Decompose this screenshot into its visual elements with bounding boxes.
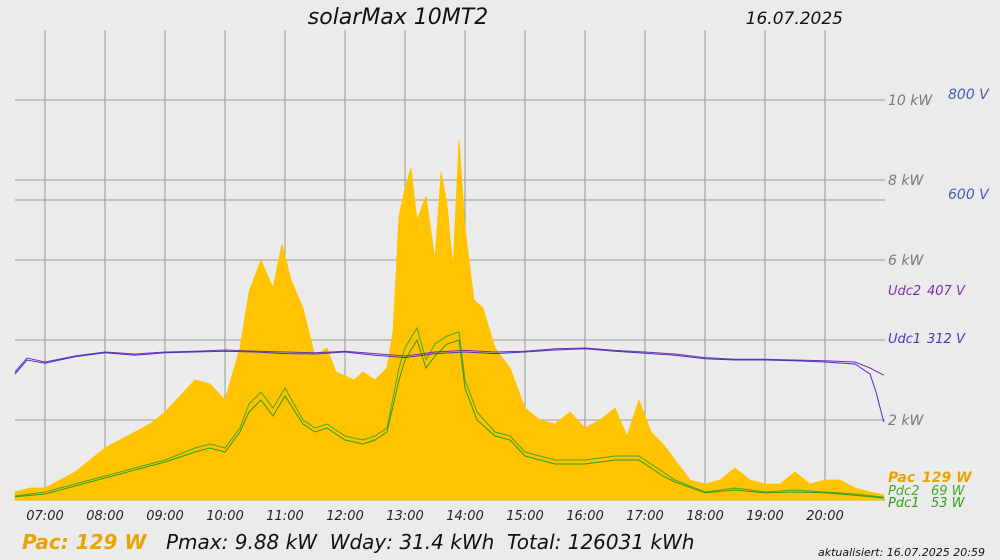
x-tick-label: 07:00 xyxy=(26,509,63,524)
series-udc2-line xyxy=(14,347,885,376)
power-axis-label: 6 kW xyxy=(888,253,924,269)
x-tick-label: 18:00 xyxy=(686,509,723,524)
x-tick-label: 14:00 xyxy=(446,509,483,524)
x-tick-label: 15:00 xyxy=(506,509,543,524)
footer-pac: Pac: 129 W xyxy=(22,530,147,554)
chart-title: solarMax 10MT2 xyxy=(308,5,488,30)
x-tick-label: 16:00 xyxy=(566,509,603,524)
series-pdc2-line xyxy=(14,326,884,498)
x-tick-label: 13:00 xyxy=(386,509,423,524)
updated-timestamp: aktualisiert: 16.07.2025 20:59 xyxy=(818,546,985,559)
voltage-axis-labels: 600 V 800 V xyxy=(948,87,990,203)
chart-date: 16.07.2025 xyxy=(746,9,843,29)
voltage-axis-label: 600 V xyxy=(948,187,990,203)
plot-area xyxy=(14,139,885,501)
pac-label-value: 129 W xyxy=(922,470,972,486)
series-pac-area xyxy=(14,139,885,501)
footer-stats: Pmax: 9.88 kW Wday: 31.4 kWh Total: 1260… xyxy=(166,530,694,554)
power-axis-labels: 2 kW 6 kW 8 kW 10 kW xyxy=(888,93,933,429)
pdc1-label-value: 53 W xyxy=(931,496,966,511)
x-axis-ticks: 07:00 08:00 09:00 10:00 11:00 12:00 13:00 14:00… xyxy=(26,509,843,524)
x-tick-label: 09:00 xyxy=(146,509,183,524)
x-tick-label: 08:00 xyxy=(86,509,123,524)
series-pdc1-line xyxy=(14,338,884,499)
pac-label-name: Pac xyxy=(888,470,916,486)
udc2-label-value: 407 V xyxy=(927,284,966,299)
udc1-live-label: Udc1 312 V xyxy=(888,332,966,347)
pdc2-label-name: Pdc2 xyxy=(888,484,920,499)
pdc2-label-value: 69 W xyxy=(931,484,966,499)
series-udc1-line xyxy=(14,348,885,423)
x-tick-label: 17:00 xyxy=(626,509,663,524)
pdc1-label-name: Pdc1 xyxy=(888,496,920,511)
udc1-label-value: 312 V xyxy=(927,332,966,347)
pdc2-live-label: Pdc2 69 W xyxy=(888,484,966,499)
x-tick-label: 12:00 xyxy=(326,509,363,524)
pdc1-live-label: Pdc1 53 W xyxy=(888,496,966,511)
x-tick-label: 20:00 xyxy=(806,509,843,524)
udc2-live-label: Udc2 407 V xyxy=(888,284,966,299)
x-tick-label: 11:00 xyxy=(266,509,303,524)
voltage-axis-label: 800 V xyxy=(948,87,990,103)
udc1-label-name: Udc1 xyxy=(888,332,921,347)
x-tick-label: 19:00 xyxy=(746,509,783,524)
pac-live-label: Pac 129 W xyxy=(888,470,972,486)
x-tick-label: 10:00 xyxy=(206,509,243,524)
power-axis-label: 8 kW xyxy=(888,173,924,189)
power-axis-label: 2 kW xyxy=(888,413,924,429)
power-axis-label: 10 kW xyxy=(888,93,933,109)
udc2-label-name: Udc2 xyxy=(888,284,921,299)
